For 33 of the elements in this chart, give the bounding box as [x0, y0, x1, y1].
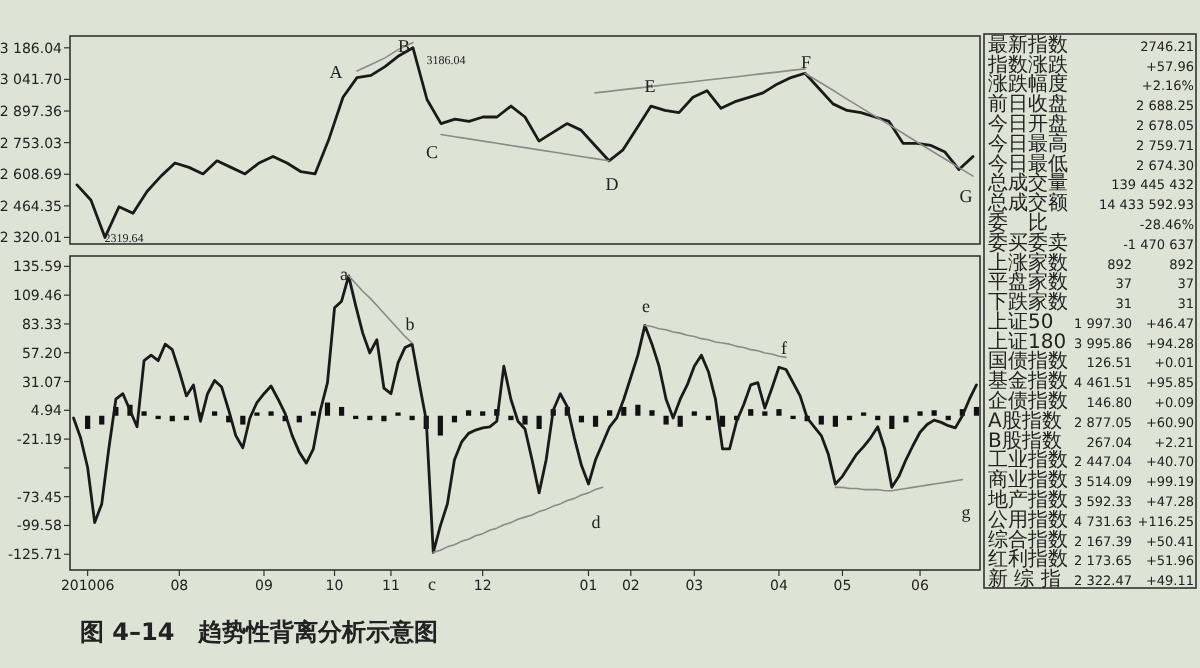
annotation: B: [397, 36, 411, 56]
category-label: 涨跌幅度: [988, 72, 1068, 97]
annotation: g: [961, 502, 972, 522]
category-label: 公用指数: [988, 507, 1068, 532]
annotation: D: [605, 174, 620, 194]
category-label: 上涨家数: [988, 250, 1068, 275]
category-label: 综合指数: [988, 527, 1068, 552]
annotation: C: [425, 142, 439, 162]
category-label: 今日开盘: [988, 112, 1068, 137]
annotation: f: [781, 338, 787, 358]
category-label: 地产指数: [986, 487, 1068, 512]
category-label: 今日最高: [988, 131, 1068, 156]
text: c: [428, 574, 436, 594]
annotation: e: [642, 296, 650, 316]
category-label: 下跌家数: [988, 290, 1068, 315]
category-label: 前日收盘: [988, 92, 1068, 117]
annotation: F: [800, 52, 812, 72]
category-label: B股指数: [988, 428, 1062, 453]
category-label: 委买委卖: [988, 230, 1068, 255]
category-label: 今日最低: [988, 151, 1068, 176]
annotation: b: [405, 314, 416, 334]
annotation: G: [959, 186, 974, 206]
category-label: 新 综 指: [988, 567, 1061, 592]
category-label: A股指数: [988, 408, 1062, 433]
category-label: 上证50: [988, 309, 1054, 334]
category-label: 委 比: [988, 210, 1048, 235]
annotation: A: [329, 62, 344, 82]
annotation: a: [340, 264, 348, 284]
category-label: 最新指数: [988, 32, 1068, 57]
text: 图 4–14 趋势性背离分析示意图: [80, 618, 439, 646]
annotation: d: [591, 512, 602, 532]
category-label: 指数涨跌: [986, 52, 1068, 77]
annotation: E: [644, 76, 657, 96]
